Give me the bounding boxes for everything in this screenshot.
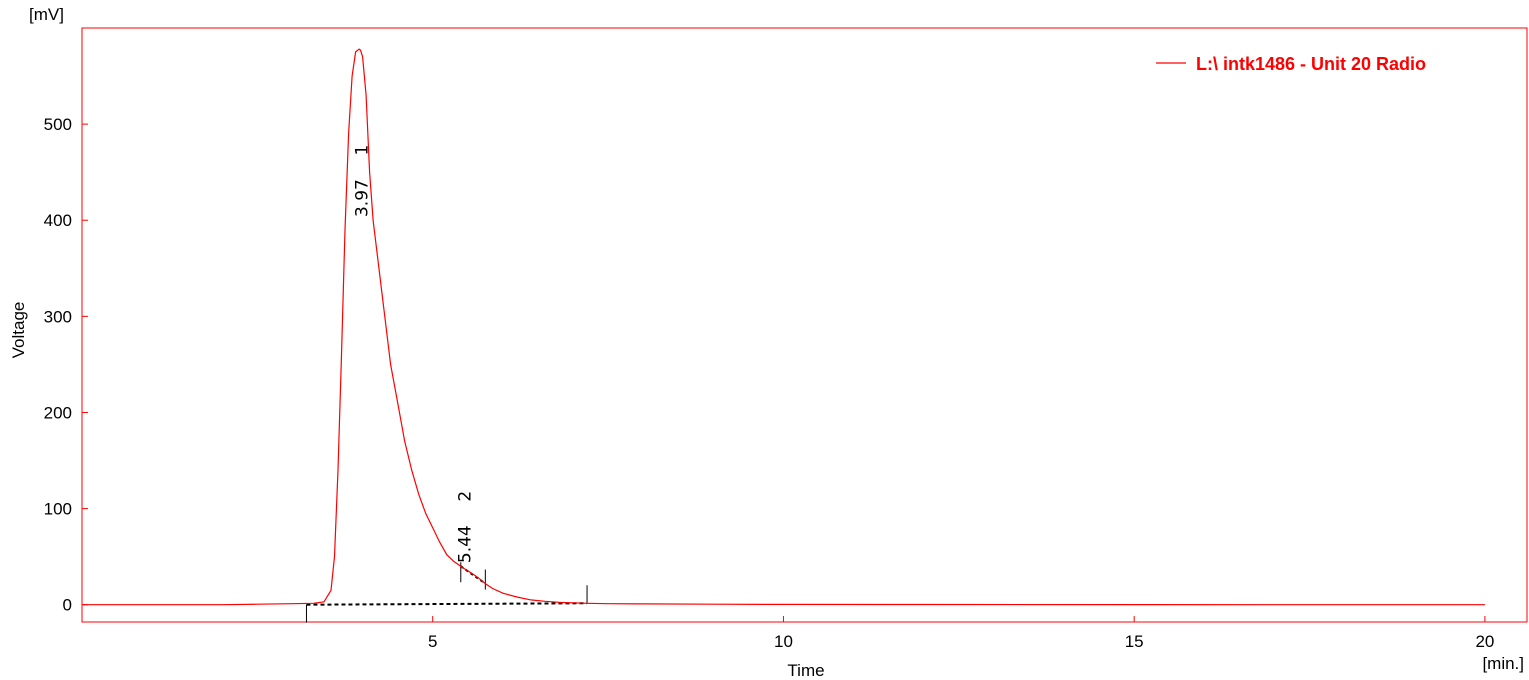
baseline-dashed: [306, 602, 588, 606]
peak-time-label: 3.97: [353, 179, 373, 217]
y-tick-label: 200: [44, 403, 72, 422]
x-tick-label: 15: [1125, 632, 1144, 651]
legend: L:\ intk1486 - Unit 20 Radio: [1156, 54, 1426, 74]
integration-baseline: [305, 562, 588, 623]
x-axis-ticks: 5 10 15 20: [428, 616, 1494, 651]
x-unit-label: [min.]: [1482, 654, 1524, 673]
peak-number-label: 1: [353, 145, 373, 156]
peak-number-label: 2: [456, 491, 476, 502]
y-tick-label: 500: [44, 115, 72, 134]
signal-trace: [82, 48, 1485, 606]
y-tick-label: 0: [63, 596, 72, 615]
peak-time-label: 5.44: [456, 525, 476, 563]
x-tick-label: 20: [1475, 632, 1494, 651]
plot-frame: [81, 27, 1528, 623]
y-tick-label: 400: [44, 211, 72, 230]
y-axis-label: Voltage: [9, 302, 28, 359]
y-tick-label: 300: [44, 307, 72, 326]
x-tick-label: 10: [774, 632, 793, 651]
y-axis-ticks: 0 100 200 300 400 500: [44, 115, 88, 615]
y-unit-label: [mV]: [29, 5, 64, 24]
legend-entry: L:\ intk1486 - Unit 20 Radio: [1196, 54, 1426, 74]
x-tick-label: 5: [428, 632, 437, 651]
peak-labels: 1 3.97 2 5.44: [353, 145, 476, 563]
y-tick-label: 100: [44, 500, 72, 519]
x-axis-label: Time: [787, 661, 824, 680]
